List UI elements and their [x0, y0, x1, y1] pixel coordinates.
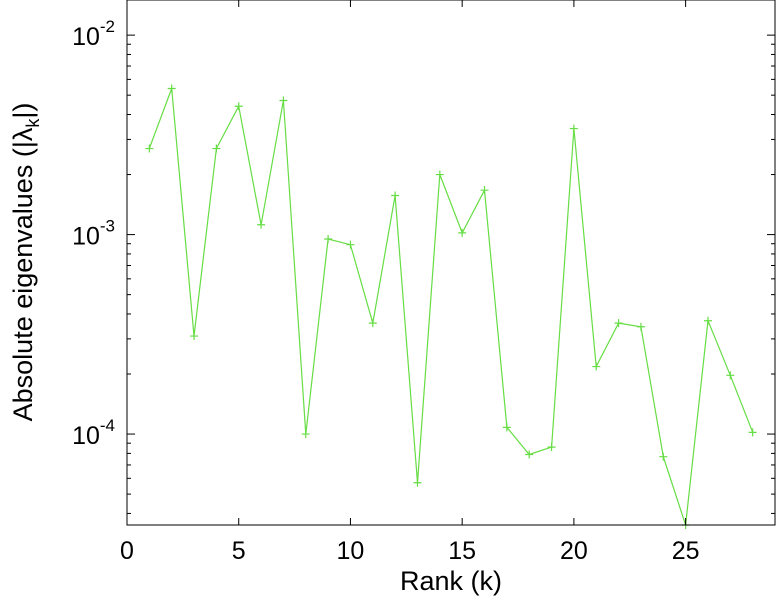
data-point-marker [301, 430, 310, 439]
data-point-marker [190, 332, 199, 341]
data-point-marker [257, 220, 266, 229]
x-ticks: 0 5 10 15 20 25 [120, 0, 700, 565]
x-tick-label: 10 [337, 537, 365, 565]
y-tick-label-base: 10 [72, 422, 100, 450]
data-point-marker [480, 186, 489, 195]
x-tick-label: 5 [232, 537, 246, 565]
y-tick-label-exponent: -3 [100, 217, 115, 236]
x-tick-label: 20 [560, 537, 588, 565]
y-tick-label: 10-2 [72, 17, 115, 51]
plot-area [127, 0, 775, 525]
data-point-marker [748, 428, 757, 437]
axes-layer [126, 0, 776, 526]
y-axis-title-subscript: k [23, 118, 43, 128]
data-point-marker [324, 235, 333, 244]
data-point-marker [212, 144, 221, 153]
data-point-marker [279, 96, 288, 105]
data-point-marker [636, 322, 645, 331]
data-point-marker [659, 452, 668, 461]
data-point-marker [435, 170, 444, 179]
y-tick-label-exponent: -2 [100, 17, 115, 36]
y-ticks: 10-410-310-2 [72, 17, 775, 514]
series-layer [145, 84, 757, 529]
y-axis-title-prefix: Absolute eigenvalues (| [8, 141, 38, 421]
data-point-marker [614, 319, 623, 328]
y-tick-label: 10-3 [72, 217, 115, 251]
data-point-marker [458, 228, 467, 237]
y-axis-title-symbol: λ [8, 127, 38, 141]
data-point-marker [569, 124, 578, 133]
x-axis-title: Rank (k) [400, 566, 502, 596]
data-point-marker [368, 319, 377, 328]
data-point-marker [346, 240, 355, 249]
data-point-marker [502, 423, 511, 432]
y-axis-title: Absolute eigenvalues (|λk|) [8, 103, 43, 422]
y-tick-label-base: 10 [72, 23, 100, 51]
data-point-marker [391, 191, 400, 200]
y-tick-label-base: 10 [72, 223, 100, 251]
x-tick-label: 0 [120, 537, 134, 565]
data-point-marker [703, 316, 712, 325]
data-point-marker [726, 371, 735, 380]
y-tick-label-exponent: -4 [100, 416, 115, 435]
data-point-marker [234, 102, 243, 111]
series-line [148, 88, 754, 526]
data-point-marker [145, 144, 154, 153]
y-axis-title-suffix: |) [8, 103, 38, 119]
data-point-marker [592, 362, 601, 371]
data-point-marker [413, 478, 422, 487]
x-tick-label: 25 [672, 537, 700, 565]
x-tick-label: 15 [448, 537, 476, 565]
data-point-marker [525, 450, 534, 459]
plot-frame [126, 0, 776, 526]
data-point-marker [167, 84, 176, 93]
data-point-marker [547, 443, 556, 452]
y-tick-label: 10-4 [72, 416, 115, 450]
